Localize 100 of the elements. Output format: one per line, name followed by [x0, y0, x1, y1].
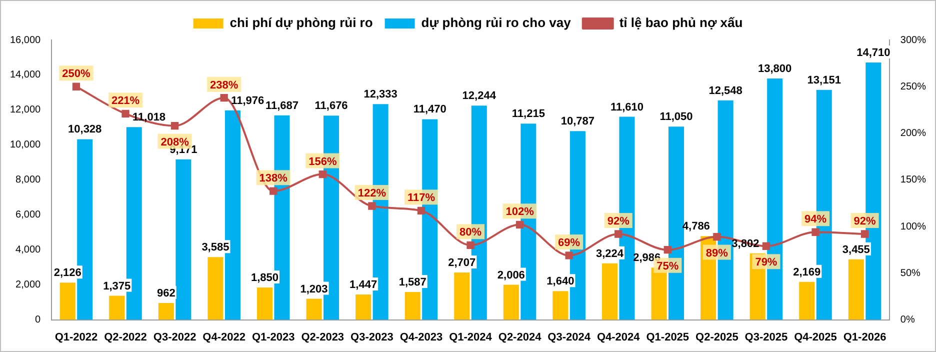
bar — [60, 282, 76, 320]
y-tick-label: 16,000 — [10, 34, 42, 46]
data-label: 14,710 — [856, 47, 890, 60]
data-label: 11,050 — [660, 111, 693, 124]
data-label: 2,006 — [497, 269, 525, 282]
point — [170, 122, 179, 130]
data-label: 208% — [160, 136, 190, 148]
data-label: 3,585 — [202, 242, 230, 254]
data-label: 3,455 — [842, 244, 870, 256]
data-label: 117% — [407, 192, 436, 204]
x-tick-label: Q2-2024 — [498, 331, 542, 344]
point — [565, 252, 573, 260]
data-label: 962 — [156, 288, 176, 300]
x-tick-label: Q4-2025 — [794, 331, 837, 344]
point — [762, 242, 770, 250]
data-label: 11,687 — [265, 100, 299, 112]
legend-label: dự phòng rủi ro cho vay — [421, 15, 572, 30]
x-tick-label: Q3-2025 — [744, 331, 788, 344]
data-label: 238% — [210, 79, 238, 92]
point — [860, 230, 869, 238]
data-label: 89% — [706, 247, 728, 260]
y-tick-label: 6,000 — [16, 210, 42, 221]
data-label: 1,587 — [398, 276, 426, 289]
data-label: 1,203 — [300, 283, 328, 296]
bar — [256, 287, 273, 320]
point — [466, 241, 474, 250]
x-tick-label: Q1-2022 — [54, 331, 98, 344]
x-tick-label: Q2-2023 — [301, 331, 344, 344]
data-label: 11,976 — [231, 94, 264, 107]
data-label: 1,640 — [546, 276, 574, 288]
data-label: 12,333 — [364, 88, 398, 101]
data-label: 10,787 — [560, 116, 595, 128]
y-tick-label: 0 — [35, 314, 42, 326]
data-label: 156% — [308, 156, 337, 168]
data-label: 138% — [259, 172, 288, 185]
legend-label: tỉ lệ bao phủ nợ xấu — [619, 15, 743, 30]
data-label: 250% — [62, 68, 91, 80]
x-tick-label: Q3-2023 — [350, 331, 394, 344]
data-label: 75% — [656, 260, 679, 272]
data-label: 13,151 — [807, 74, 841, 86]
y2-tick-label: 100% — [900, 221, 926, 232]
y2-tick-label: 250% — [900, 81, 926, 92]
data-label: 11,215 — [512, 108, 545, 120]
point — [72, 82, 80, 90]
data-label: 92% — [607, 216, 630, 228]
y-tick-label: 12,000 — [10, 104, 42, 116]
point — [318, 170, 326, 178]
x-tick-label: Q4-2024 — [596, 331, 641, 344]
point — [614, 230, 622, 238]
x-tick-label: Q3-2022 — [153, 331, 196, 344]
point — [664, 246, 672, 254]
x-tick-label: Q1-2025 — [646, 331, 690, 344]
y-tick-label: 14,000 — [10, 70, 42, 81]
x-tick-label: Q1-2023 — [252, 331, 295, 344]
data-label: 122% — [358, 188, 386, 200]
data-label: 2,169 — [793, 266, 821, 278]
data-label: 1,447 — [350, 279, 378, 292]
data-label: 11,676 — [314, 100, 348, 112]
x-tick-label: Q4-2023 — [400, 331, 443, 344]
data-label: 2,126 — [54, 267, 82, 280]
data-label: 79% — [755, 256, 778, 269]
legend-label: chi phí dự phòng rủi ro — [230, 15, 373, 30]
y2-tick-label: 50% — [900, 268, 921, 279]
data-label: 10,328 — [68, 124, 102, 136]
point — [417, 206, 426, 215]
point — [812, 228, 820, 236]
data-label: 1,850 — [250, 272, 279, 284]
data-label: 69% — [558, 236, 580, 249]
data-label: 94% — [804, 214, 827, 226]
data-label: 13,800 — [758, 63, 792, 76]
data-label: 3,224 — [596, 248, 624, 260]
x-tick-label: Q3-2024 — [548, 331, 592, 344]
bar — [306, 298, 322, 320]
data-label: 2,707 — [448, 256, 476, 269]
data-label: 11,470 — [413, 104, 446, 116]
bar — [158, 302, 174, 320]
x-tick-label: Q1-2026 — [843, 331, 886, 344]
data-label: 92% — [854, 216, 876, 228]
y2-tick-label: 300% — [900, 34, 926, 46]
bar — [356, 294, 372, 320]
x-tick-label: Q4-2022 — [202, 331, 246, 344]
point — [516, 220, 524, 228]
y-tick-label: 8,000 — [16, 174, 42, 186]
bar — [503, 284, 519, 320]
x-tick-label: Q2-2022 — [104, 331, 147, 344]
bar — [208, 257, 224, 320]
bar — [602, 263, 618, 320]
y-tick-label: 10,000 — [10, 140, 42, 151]
x-tick-label: Q1-2024 — [449, 331, 493, 344]
data-label: 1,375 — [103, 280, 131, 292]
data-label: 221% — [111, 95, 140, 108]
data-label: 11,610 — [610, 101, 644, 114]
data-label: 11,018 — [132, 112, 166, 124]
bar — [176, 159, 192, 320]
data-label: 80% — [459, 226, 482, 239]
bar — [404, 292, 420, 320]
x-tick-label: Q2-2025 — [696, 331, 738, 344]
point — [368, 202, 376, 210]
bar — [109, 296, 125, 320]
bar — [552, 291, 568, 320]
